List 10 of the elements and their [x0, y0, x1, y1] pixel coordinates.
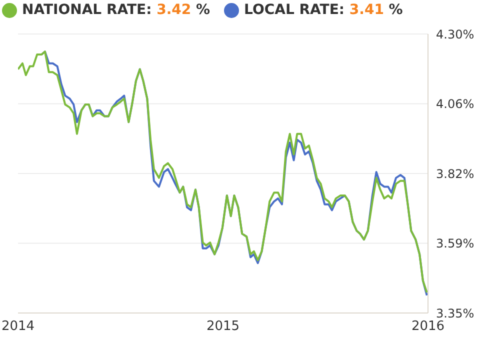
x-tick-label: 2014 [1, 319, 35, 334]
legend-label: NATIONAL RATE: 3.42 % [22, 2, 210, 18]
x-tick-label: 2016 [411, 319, 445, 334]
x-tick-label: 2015 [206, 319, 240, 334]
y-tick-label: 4.30% [436, 27, 474, 42]
y-tick-label: 4.06% [436, 97, 474, 112]
legend-label: LOCAL RATE: 3.41 % [244, 2, 403, 18]
y-tick-label: 3.82% [436, 166, 474, 181]
y-tick-label: 3.59% [436, 236, 474, 251]
y-tick-label: 3.35% [436, 306, 474, 320]
